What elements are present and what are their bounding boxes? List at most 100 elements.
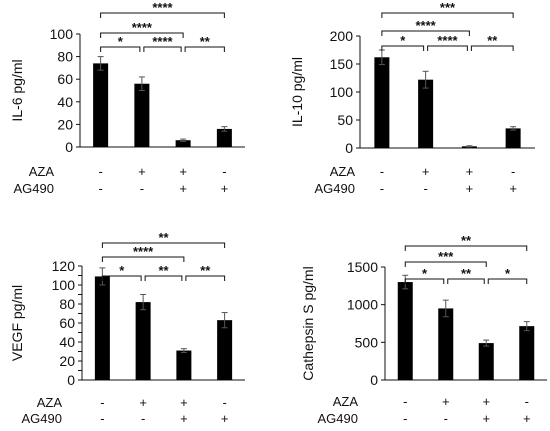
bar xyxy=(93,63,109,147)
y-tick-label: 100 xyxy=(52,277,76,293)
significance-stars: **** xyxy=(133,244,154,259)
treatment-sign: - xyxy=(525,394,529,409)
treatment-sign: - xyxy=(140,181,144,196)
significance-stars: ** xyxy=(200,263,211,278)
significance-bracket xyxy=(101,256,185,262)
treatment-sign: + xyxy=(221,411,229,426)
bar xyxy=(438,308,454,380)
treatment-sign: - xyxy=(380,181,384,196)
treatment-sign: + xyxy=(509,181,517,196)
treatment-sign: - xyxy=(380,164,384,179)
treatment-sign: - xyxy=(403,411,407,426)
significance-bracket xyxy=(143,46,182,52)
significance-bracket xyxy=(404,245,528,251)
y-tick-label: 80 xyxy=(57,49,73,65)
bar xyxy=(519,326,535,380)
y-tick-label: 40 xyxy=(59,334,75,350)
treatment-sign: - xyxy=(100,395,104,410)
significance-bracket xyxy=(101,242,226,248)
bar xyxy=(216,128,232,147)
y-tick-label: 150 xyxy=(330,56,354,72)
y-tick-label: 50 xyxy=(337,112,353,128)
y-tick-label: 0 xyxy=(370,372,378,388)
y-tick-label: 60 xyxy=(57,71,73,87)
bar xyxy=(374,57,390,148)
y-tick-label: 100 xyxy=(330,84,354,100)
treatment-sign: - xyxy=(511,164,515,179)
bar xyxy=(94,276,110,380)
y-tick-label: 500 xyxy=(355,334,379,350)
y-tick-label: 100 xyxy=(50,26,74,42)
bar xyxy=(135,302,151,380)
y-tick-label: 40 xyxy=(57,94,73,110)
significance-bracket xyxy=(381,45,425,51)
y-tick-label: 20 xyxy=(59,353,75,369)
significance-stars: ** xyxy=(461,266,472,281)
significance-bracket xyxy=(447,278,485,284)
treatment-sign: + xyxy=(221,181,229,196)
significance-stars: * xyxy=(400,33,406,48)
bar xyxy=(505,128,521,148)
treatment-label: AZA xyxy=(29,164,55,179)
treatment-label: AG490 xyxy=(14,181,54,196)
significance-stars: * xyxy=(422,266,428,281)
significance-stars: **** xyxy=(152,0,173,15)
treatment-label: AZA xyxy=(37,395,63,410)
treatment-sign: - xyxy=(222,395,226,410)
significance-bracket xyxy=(404,261,487,267)
treatment-label: AG490 xyxy=(318,411,358,426)
treatment-sign: + xyxy=(180,411,188,426)
significance-bracket xyxy=(487,278,528,284)
bar xyxy=(134,83,150,147)
significance-stars: **** xyxy=(152,34,173,49)
treatment-sign: + xyxy=(139,395,147,410)
significance-bracket xyxy=(470,45,514,51)
significance-bracket xyxy=(381,12,514,18)
significance-bracket xyxy=(100,12,225,18)
y-tick-label: 120 xyxy=(52,258,76,274)
panel-cathepsin-s: 0 500 1000 1500 Cathepsin S pg/ml AZA - + + - AG49… xyxy=(300,233,547,426)
treatment-sign: + xyxy=(138,164,146,179)
significance-stars: * xyxy=(118,34,124,49)
significance-stars: * xyxy=(505,266,511,281)
treatment-sign: + xyxy=(442,394,450,409)
y-tick-label: 1500 xyxy=(347,259,378,275)
significance-stars: **** xyxy=(437,33,458,48)
treatment-sign: + xyxy=(482,411,490,426)
y-tick-label: 0 xyxy=(345,140,353,156)
treatment-sign: + xyxy=(422,164,430,179)
y-tick-label: 1000 xyxy=(347,297,378,313)
significance-bracket xyxy=(185,275,226,281)
y-tick-label: 80 xyxy=(59,296,75,312)
panel-il10: 0 50 100 150 200 IL-10 pg/ml AZA - + + - AG490 - - + + *… xyxy=(289,0,535,196)
significance-bracket xyxy=(427,45,468,51)
significance-stars: ** xyxy=(487,33,498,48)
bar xyxy=(478,343,494,380)
significance-stars: ** xyxy=(200,34,211,49)
treatment-sign: - xyxy=(403,394,407,409)
treatment-sign: - xyxy=(444,411,448,426)
bar xyxy=(175,140,191,147)
significance-bracket xyxy=(100,32,184,38)
y-tick-label: 200 xyxy=(330,28,354,44)
treatment-sign: - xyxy=(100,411,104,426)
treatment-sign: + xyxy=(523,411,531,426)
treatment-label: AZA xyxy=(330,164,356,179)
y-axis-title: IL-10 pg/ml xyxy=(289,57,305,127)
significance-bracket xyxy=(184,46,225,52)
significance-bracket xyxy=(100,46,141,52)
treatment-sign: - xyxy=(423,181,427,196)
significance-stars: ** xyxy=(158,263,169,278)
treatment-label: AG490 xyxy=(315,181,355,196)
treatment-sign: - xyxy=(98,181,102,196)
significance-stars: **** xyxy=(416,18,437,33)
treatment-sign: - xyxy=(222,164,226,179)
significance-bracket xyxy=(404,278,445,284)
treatment-sign: + xyxy=(466,164,474,179)
significance-stars: **** xyxy=(132,20,153,35)
significance-stars: ** xyxy=(461,233,472,248)
y-tick-label: 0 xyxy=(67,372,75,388)
treatment-label: AG490 xyxy=(22,411,62,426)
